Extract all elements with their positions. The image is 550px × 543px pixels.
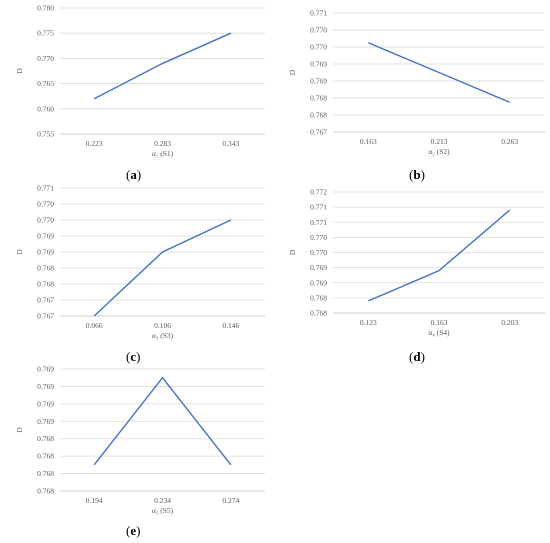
x-axis-label: α₂ (S2)	[428, 147, 450, 156]
caption-e: (e)	[126, 523, 141, 538]
y-tick-label: 0.769	[310, 60, 327, 69]
y-tick-label: 0.775	[37, 29, 54, 38]
y-tick-label: 0.769	[37, 248, 54, 257]
x-tick-label: 0.123	[360, 318, 377, 327]
y-tick-label: 0.768	[37, 264, 54, 273]
y-tick-label: 0.767	[310, 128, 327, 137]
chart-panel-a: 0.755 0.760 0.765 0.770 0.775 0.780 0.223 0.283…	[0, 0, 270, 190]
y-tick-label: 0.769	[37, 382, 54, 391]
y-tick-label: 0.771	[310, 218, 327, 227]
y-tick-label: 0.770	[310, 248, 327, 257]
y-tick-label: 0.755	[37, 130, 54, 139]
y-tick-label: 0.771	[310, 203, 327, 212]
x-axis-label: α₃ (S3)	[152, 331, 174, 340]
y-tick-label: 0.768	[37, 434, 54, 443]
x-axis-label: α₅ (S5)	[152, 506, 174, 515]
y-axis-label: D	[288, 249, 297, 255]
chart-e-svg: 0.768 0.768 0.768 0.768 0.769 0.769 0.769 0.769…	[15, 365, 265, 515]
y-tick-label: 0.770	[310, 233, 327, 242]
y-tick-label: 0.767	[37, 296, 54, 305]
y-tick-label: 0.769	[37, 365, 54, 374]
chart-a-svg: 0.755 0.760 0.765 0.770 0.775 0.780 0.223 0.283…	[15, 4, 265, 158]
x-tick-label: 0.263	[501, 137, 518, 146]
series-line	[368, 42, 510, 103]
y-tick-label: 0.768	[37, 280, 54, 289]
chart-panel-c: 0.767 0.767 0.768 0.768 0.769 0.769 0.770 0.770…	[0, 180, 270, 370]
series-line	[93, 219, 232, 317]
x-tick-label: 0.146	[222, 321, 239, 330]
y-tick-label: 0.770	[37, 200, 54, 209]
caption-c: (c)	[126, 349, 141, 364]
x-tick-label: 0.163	[431, 318, 448, 327]
y-axis-label: D	[15, 427, 24, 433]
y-tick-label: 0.768	[310, 94, 327, 103]
caption-a: (a)	[126, 167, 142, 182]
y-tick-label: 0.767	[37, 312, 54, 321]
x-tick-label: 0.213	[431, 137, 448, 146]
y-tick-label: 0.769	[310, 278, 327, 287]
y-tick-label: 0.770	[310, 43, 327, 52]
y-tick-label: 0.768	[37, 469, 54, 478]
y-tick-label: 0.760	[37, 104, 54, 113]
caption-b: (b)	[409, 167, 425, 182]
y-axis-label: D	[288, 69, 297, 75]
chart-b-svg: 0.767 0.768 0.768 0.769 0.769 0.770 0.770 0.771…	[288, 9, 545, 156]
x-tick-label: 0.343	[222, 139, 239, 148]
y-tick-label: 0.769	[37, 417, 54, 426]
y-tick-label: 0.770	[310, 26, 327, 35]
x-tick-label: 0.274	[222, 496, 239, 505]
y-tick-label: 0.780	[37, 4, 54, 13]
y-tick-label: 0.771	[37, 184, 54, 193]
caption-d: (d)	[409, 349, 425, 364]
x-tick-label: 0.106	[154, 321, 171, 330]
chart-c-svg: 0.767 0.767 0.768 0.768 0.769 0.769 0.770 0.770…	[15, 184, 265, 340]
chart-d-svg: 0.768 0.768 0.769 0.769 0.770 0.770 0.771 0.771…	[288, 188, 545, 337]
y-tick-label: 0.770	[37, 216, 54, 225]
y-tick-label: 0.771	[310, 9, 327, 18]
series-line	[368, 209, 511, 302]
x-tick-label: 0.223	[86, 139, 103, 148]
x-tick-label: 0.234	[154, 496, 171, 505]
y-tick-label: 0.769	[37, 232, 54, 241]
x-tick-label: 0.163	[360, 137, 377, 146]
x-tick-label: 0.066	[86, 321, 103, 330]
y-tick-label: 0.769	[310, 263, 327, 272]
x-tick-label: 0.194	[86, 496, 103, 505]
series-line	[93, 376, 232, 466]
x-axis-label: α₄ (S4)	[428, 328, 450, 337]
chart-panel-b: 0.767 0.768 0.768 0.769 0.769 0.770 0.770 0.771…	[285, 0, 550, 190]
y-tick-label: 0.768	[37, 487, 54, 496]
y-tick-label: 0.768	[310, 111, 327, 120]
y-tick-label: 0.768	[310, 293, 327, 302]
y-tick-label: 0.772	[310, 188, 327, 197]
y-tick-label: 0.769	[310, 77, 327, 86]
x-axis-label: α₁ (S1)	[152, 149, 174, 158]
y-tick-label: 0.768	[37, 452, 54, 461]
x-tick-label: 0.283	[154, 139, 171, 148]
y-tick-label: 0.768	[310, 309, 327, 318]
y-axis-label: D	[15, 249, 24, 255]
y-tick-label: 0.769	[37, 399, 54, 408]
chart-panel-d: 0.768 0.768 0.769 0.769 0.770 0.770 0.771 0.771…	[285, 180, 550, 370]
chart-panel-e: 0.768 0.768 0.768 0.768 0.769 0.769 0.769 0.769…	[0, 360, 270, 543]
y-tick-label: 0.765	[37, 79, 54, 88]
y-tick-label: 0.770	[37, 54, 54, 63]
series-line	[93, 32, 232, 100]
x-tick-label: 0.203	[501, 318, 518, 327]
y-axis-label: D	[15, 68, 24, 74]
